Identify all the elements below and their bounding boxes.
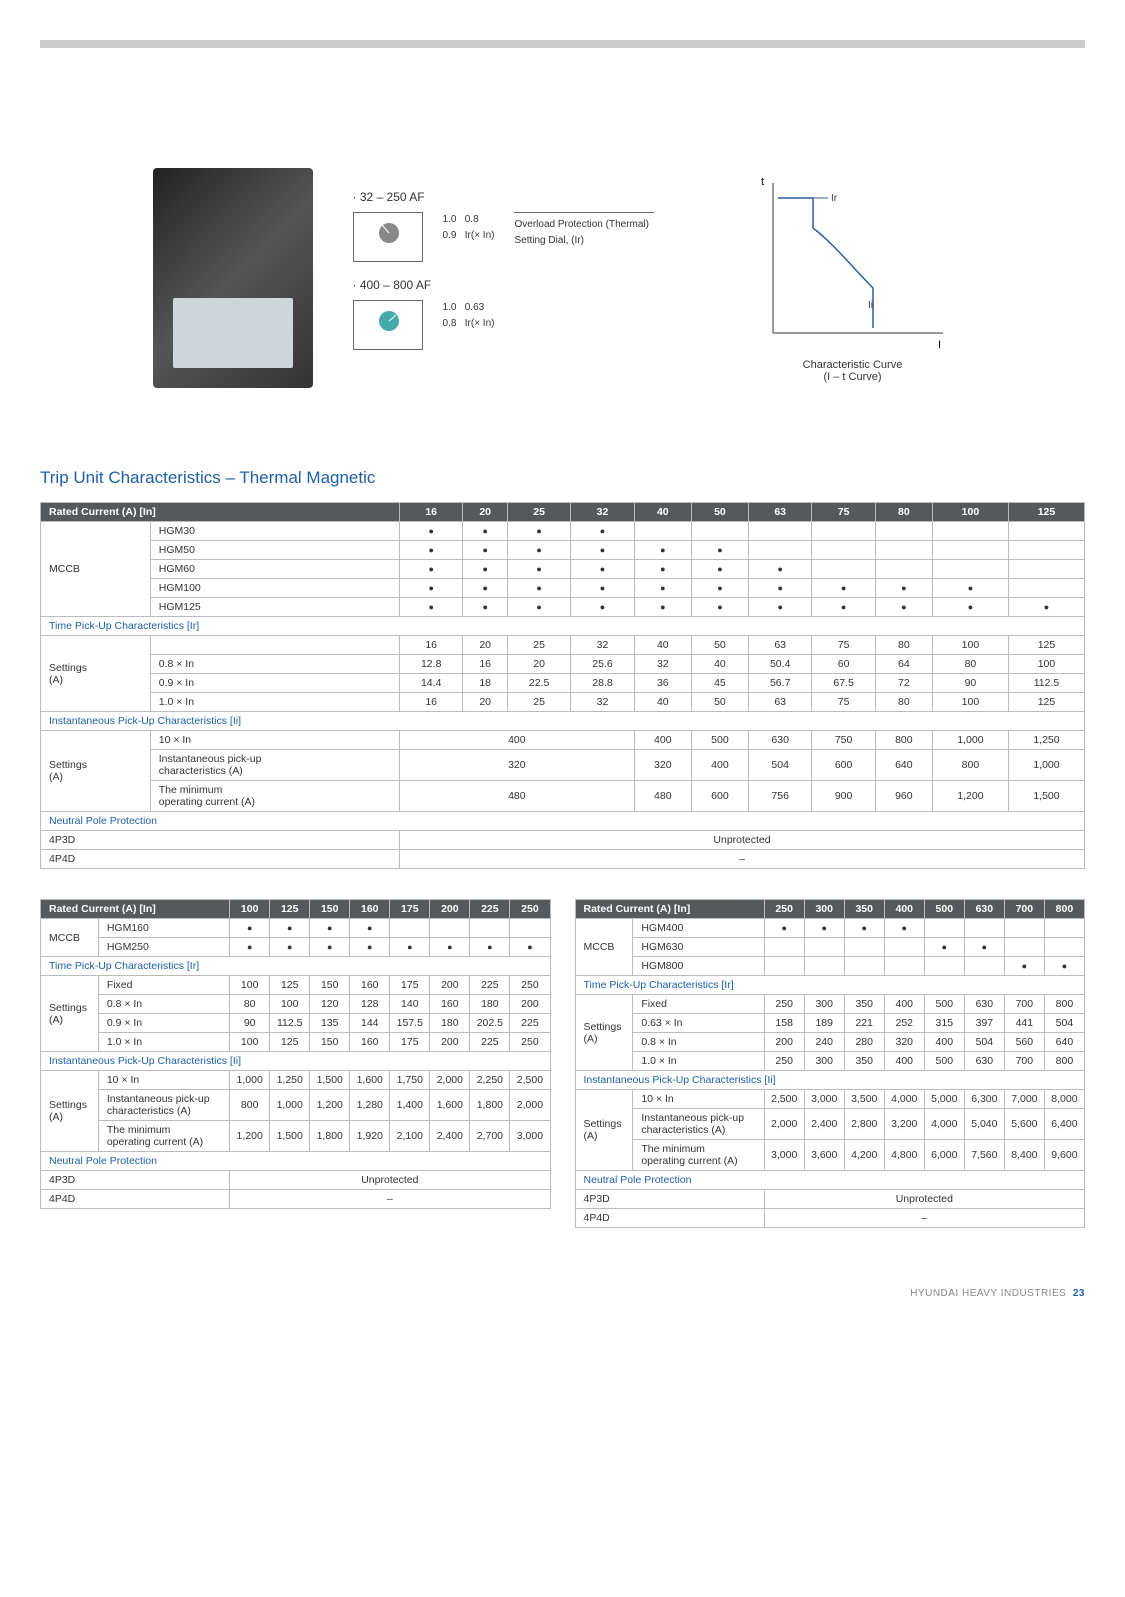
dial-heading-2: · 400 – 800 AF bbox=[353, 278, 693, 292]
svg-text:Ir: Ir bbox=[831, 193, 838, 204]
dial-heading-1: · 32 – 250 AF bbox=[353, 190, 693, 204]
curve-caption: Characteristic Curve (I – t Curve) bbox=[733, 359, 973, 383]
page-footer: HYUNDAI HEAVY INDUSTRIES 23 bbox=[40, 1288, 1085, 1299]
svg-text:Ii: Ii bbox=[868, 300, 873, 311]
trip-table-3: Rated Current (A) [In]250300350400500630… bbox=[575, 899, 1086, 1228]
dial-notes-1: Overload Protection (Thermal) Setting Di… bbox=[514, 212, 654, 249]
trip-table-1: Rated Current (A) [In]162025324050637580… bbox=[40, 502, 1085, 869]
mccb-photo bbox=[153, 168, 313, 388]
curve-axis-t: t bbox=[761, 176, 764, 188]
top-rule bbox=[40, 40, 1085, 48]
dial-box-1 bbox=[353, 212, 423, 262]
figure-row: · 32 – 250 AF 1.0 0.8 0.9 Ir(× In) Overl… bbox=[40, 168, 1085, 388]
section-title: Trip Unit Characteristics – Thermal Magn… bbox=[40, 468, 1085, 488]
dial1-labels: 1.0 0.8 0.9 Ir(× In) bbox=[443, 212, 495, 244]
characteristic-curve: t I Ir Ii Characteristic Curve (I – t Cu… bbox=[733, 173, 973, 383]
trip-table-2: Rated Current (A) [In]100125150160175200… bbox=[40, 899, 551, 1209]
curve-axis-I: I bbox=[938, 339, 941, 351]
dial-box-2 bbox=[353, 300, 423, 350]
dial-diagrams: · 32 – 250 AF 1.0 0.8 0.9 Ir(× In) Overl… bbox=[353, 190, 693, 366]
dial2-labels: 1.0 0.63 0.8 Ir(× In) bbox=[443, 300, 495, 332]
